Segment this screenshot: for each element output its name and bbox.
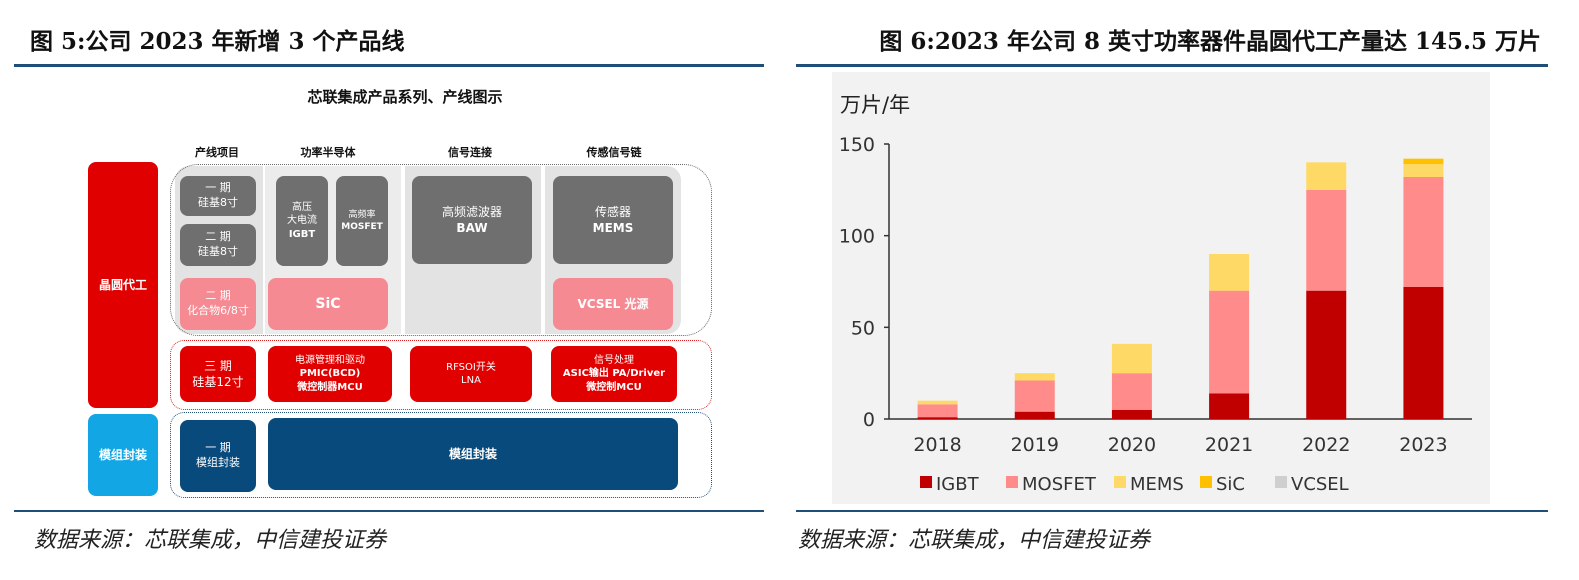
bar-mosfet-2018 bbox=[917, 404, 958, 418]
bar-igbt-2019 bbox=[1014, 411, 1055, 419]
cell-module-phase1: 一 期模组封装 bbox=[180, 420, 256, 492]
bar-igbt-2023 bbox=[1403, 287, 1444, 419]
diagram-title: 芯联集成产品系列、产线图示 bbox=[307, 88, 503, 106]
figure6-bottom-rule bbox=[796, 510, 1548, 512]
y-tick-label: 150 bbox=[839, 134, 875, 156]
legend-swatch-vcsel bbox=[1275, 476, 1287, 488]
legend-label-vcsel: VCSEL bbox=[1291, 474, 1349, 495]
bar-igbt-2018 bbox=[917, 417, 958, 419]
bar-mems-2022 bbox=[1306, 162, 1347, 190]
legend-swatch-igbt bbox=[920, 476, 932, 488]
col-header-power: 功率半导体 bbox=[300, 146, 356, 159]
cell-phase2-compound: 二 期化合物6/8寸 bbox=[180, 278, 256, 330]
product-line-diagram: 芯联集成产品系列、产线图示 产线项目 功率半导体 信号连接 传感信号链 晶圆代工… bbox=[85, 78, 725, 503]
cell-mems: 传感器 MEMS bbox=[553, 176, 673, 264]
x-tick-label: 2021 bbox=[1205, 434, 1253, 456]
figure6-title: 图 6:2023 年公司 8 英寸功率器件晶圆代工产量达 145.5 万片 bbox=[879, 28, 1541, 55]
bar-mems-2018 bbox=[917, 400, 958, 405]
bar-mems-2023 bbox=[1403, 164, 1444, 177]
x-tick-label: 2022 bbox=[1302, 434, 1350, 456]
legend-swatch-mosfet bbox=[1006, 476, 1018, 488]
wafer-12inch-outline bbox=[170, 340, 712, 410]
x-tick-label: 2020 bbox=[1108, 434, 1156, 456]
cell-mosfet: 高频率 MOSFET bbox=[336, 176, 388, 266]
y-tick-label: 0 bbox=[863, 409, 875, 431]
module-outline bbox=[170, 412, 712, 498]
cell-asic: 信号处理 ASIC输出 PA/Driver 微控制MCU bbox=[551, 346, 677, 402]
cell-phase3: 三 期硅基12寸 bbox=[180, 346, 256, 402]
legend-label-mems: MEMS bbox=[1130, 474, 1184, 495]
cell-module-main: 模组封装 bbox=[268, 418, 678, 490]
cell-vcsel: VCSEL 光源 bbox=[553, 278, 673, 330]
y-unit-label: 万片/年 bbox=[840, 93, 910, 117]
cell-sic: SiC bbox=[268, 278, 388, 330]
bar-igbt-2022 bbox=[1306, 290, 1347, 419]
y-tick-label: 50 bbox=[851, 317, 875, 339]
x-tick-label: 2018 bbox=[913, 434, 961, 456]
wafer-8inch-outline bbox=[170, 164, 712, 336]
cell-igbt: 高压 大电流 IGBT bbox=[276, 176, 328, 266]
cell-rfsoi: RFSOI开关 LNA bbox=[410, 346, 532, 402]
figure6-source: 数据来源：芯联集成，中信建投证券 bbox=[798, 528, 1151, 553]
bar-mosfet-2019 bbox=[1014, 380, 1055, 412]
cell-phase2: 二 期硅基8寸 bbox=[180, 224, 256, 266]
figure5-source: 数据来源：芯联集成，中信建投证券 bbox=[34, 528, 387, 553]
bar-mosfet-2020 bbox=[1111, 373, 1152, 410]
row-label-wafer: 晶圆代工 bbox=[88, 162, 158, 408]
x-tick-label: 2019 bbox=[1011, 434, 1059, 456]
bar-mosfet-2021 bbox=[1209, 290, 1250, 394]
bar-mems-2019 bbox=[1014, 373, 1055, 381]
bar-mosfet-2022 bbox=[1306, 189, 1347, 291]
col-header-sensor: 传感信号链 bbox=[586, 146, 642, 159]
bar-mems-2020 bbox=[1111, 343, 1152, 374]
cell-baw: 高频滤波器 BAW bbox=[412, 176, 532, 264]
x-tick-label: 2023 bbox=[1399, 434, 1447, 456]
figure5-title: 图 5:公司 2023 年新增 3 个产品线 bbox=[30, 28, 405, 55]
col-header-signal: 信号连接 bbox=[448, 146, 492, 159]
bar-igbt-2021 bbox=[1209, 393, 1250, 419]
legend-label-sic: SiC bbox=[1216, 474, 1245, 495]
y-tick-label: 100 bbox=[839, 226, 875, 248]
stacked-bar-chart: 万片/年 0 50 100 150 2018 2019 2020 2021 2022 2023 … bbox=[832, 72, 1490, 504]
legend-swatch-mems bbox=[1114, 476, 1126, 488]
legend-label-mosfet: MOSFET bbox=[1022, 474, 1097, 495]
col-header-line: 产线项目 bbox=[195, 146, 239, 159]
legend-swatch-sic bbox=[1200, 476, 1212, 488]
legend-label-igbt: IGBT bbox=[936, 474, 980, 495]
figure5-top-rule bbox=[14, 64, 764, 67]
figure6-top-rule bbox=[796, 64, 1548, 67]
bar-mosfet-2023 bbox=[1403, 177, 1444, 287]
figure5-bottom-rule bbox=[14, 510, 764, 512]
bar-sic-2023 bbox=[1403, 158, 1444, 165]
bar-igbt-2020 bbox=[1111, 409, 1152, 419]
row-label-module: 模组封装 bbox=[88, 414, 158, 496]
cell-phase1: 一 期硅基8寸 bbox=[180, 176, 256, 216]
cell-pmic: 电源管理和驱动 PMIC(BCD) 微控制器MCU bbox=[268, 346, 392, 402]
bar-mems-2021 bbox=[1209, 254, 1250, 291]
